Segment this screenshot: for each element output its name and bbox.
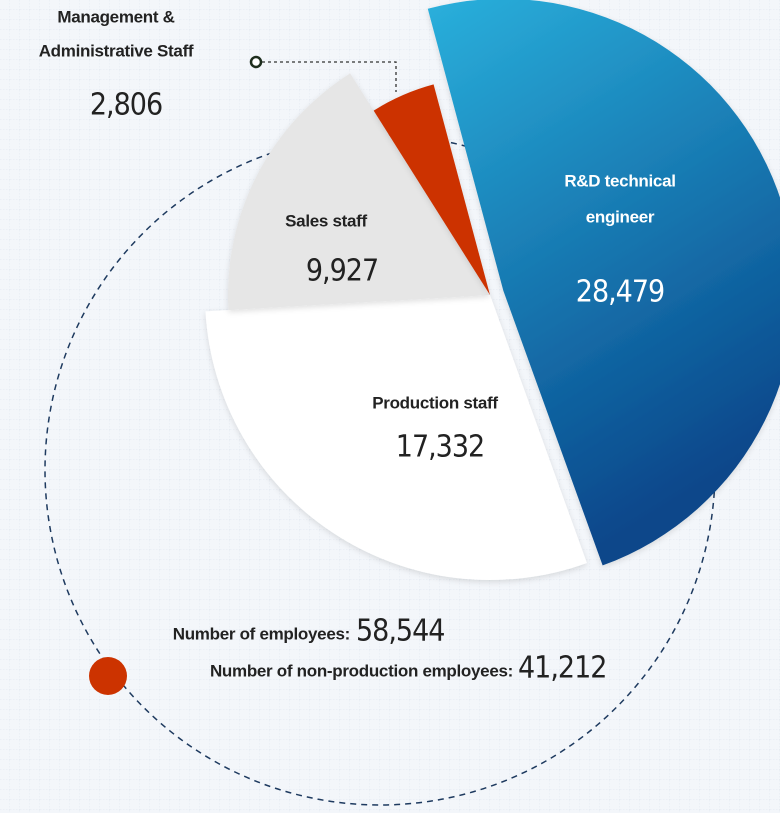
- slice-value: 17,332: [396, 430, 484, 465]
- non-production-value: 41,212: [518, 651, 606, 686]
- pie: [205, 0, 780, 580]
- total-value: 58,544: [356, 614, 444, 649]
- labels: R&D technical engineer 28,479 Production st…: [39, 7, 676, 464]
- slice-label: Production staff: [372, 393, 498, 412]
- slice-value: 9,927: [306, 254, 378, 289]
- total-label: Number of employees:: [173, 624, 350, 643]
- slice-label: engineer: [586, 207, 655, 226]
- slice-label: R&D technical: [564, 171, 675, 190]
- non-production-label: Number of non-production employees:: [210, 661, 513, 680]
- slice-value: 2,806: [90, 88, 162, 123]
- pie-slice: [427, 0, 780, 566]
- slice-label: Management &: [57, 7, 174, 26]
- leader-dot: [249, 55, 263, 69]
- pie-slice: [228, 73, 490, 311]
- leader-line: [262, 61, 397, 92]
- slice-value: 28,479: [576, 275, 664, 310]
- pie-slice: [205, 295, 587, 580]
- slice-label: Administrative Staff: [39, 41, 194, 60]
- pie-slice: [373, 84, 490, 296]
- slice-label: Sales staff: [285, 211, 367, 230]
- ring-dot: [89, 657, 127, 695]
